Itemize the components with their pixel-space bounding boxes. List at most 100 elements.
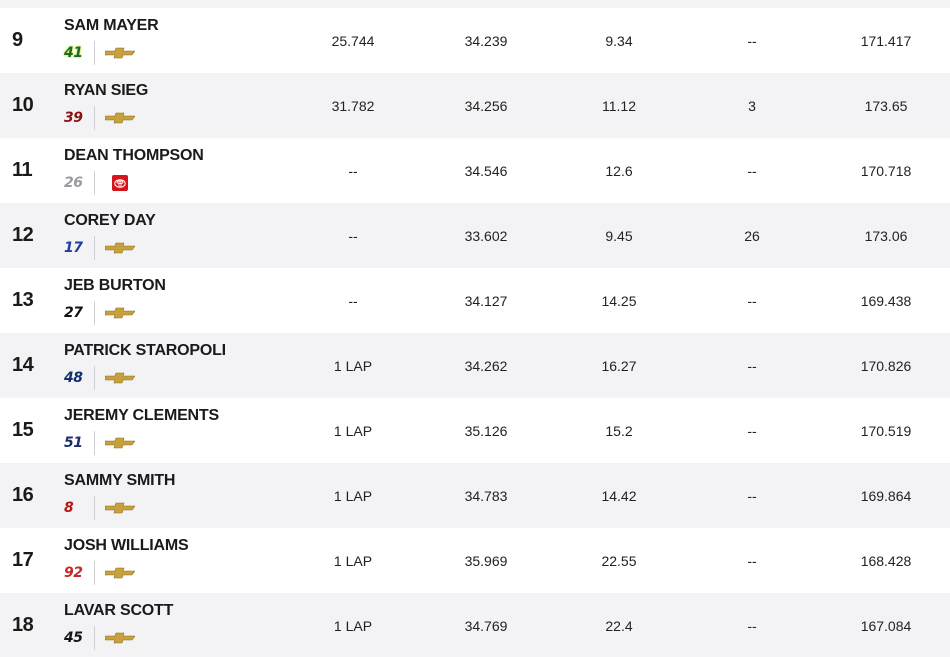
position-number: 15: [12, 419, 34, 441]
driver-badges: 51: [64, 431, 219, 455]
car-number-icon: 48: [64, 370, 83, 386]
avg-speed-cell: 169.864: [860, 487, 912, 504]
last-lap-cell: 34.256: [464, 97, 508, 114]
driver-cell: PATRICK STAROPOLI 48: [64, 341, 226, 390]
position-number: 16: [12, 484, 34, 506]
last-lap-cell: 33.602: [464, 227, 508, 244]
driver-cell: DEAN THOMPSON 26: [64, 146, 204, 195]
driver-cell: SAM MAYER 41: [64, 16, 159, 65]
position-number: 17: [12, 549, 34, 571]
driver-name[interactable]: DEAN THOMPSON: [64, 147, 204, 164]
car-number-icon: 51: [64, 435, 83, 451]
gap-cell: 1 LAP: [333, 552, 373, 569]
avg-speed-cell: 173.06: [864, 227, 908, 244]
badge-divider: [94, 626, 95, 650]
laps-led-cell: --: [747, 32, 757, 49]
manufacturer-icon: [105, 46, 135, 60]
results-rows: 9 SAM MAYER 41 25.744 34.239 9.34 -- 171.417 10 R…: [0, 8, 950, 657]
driver-badges: 17: [64, 236, 156, 260]
chevrolet-bowtie-icon: [105, 437, 135, 449]
driver-name[interactable]: SAMMY SMITH: [64, 472, 176, 489]
car-number-icon: 26: [64, 175, 83, 191]
avg-speed-cell: 171.417: [860, 32, 912, 49]
driver-name[interactable]: JEREMY CLEMENTS: [64, 407, 219, 424]
gap-cell: 1 LAP: [333, 422, 373, 439]
driver-cell: LAVAR SCOTT 45: [64, 601, 173, 650]
chevrolet-bowtie-icon: [105, 307, 135, 319]
driver-badges: 39: [64, 106, 148, 130]
driver-name[interactable]: RYAN SIEG: [64, 82, 149, 99]
table-row[interactable]: 11 DEAN THOMPSON 26 -- 34.546 12.6 -- 170.718: [0, 138, 950, 203]
driver-cell: JOSH WILLIAMS 92: [64, 536, 189, 585]
gap-cell: 31.782: [331, 97, 375, 114]
avg-speed-cell: 170.519: [860, 422, 912, 439]
position-number: 13: [12, 289, 34, 311]
gap-cell: --: [348, 227, 358, 244]
gap-cell: 25.744: [331, 32, 375, 49]
position-number: 14: [12, 354, 34, 376]
driver-cell: COREY DAY 17: [64, 211, 156, 260]
driver-name[interactable]: JEB BURTON: [64, 277, 166, 294]
badge-divider: [94, 561, 95, 585]
position-number: 12: [12, 224, 34, 246]
driver-name[interactable]: JOSH WILLIAMS: [64, 537, 189, 554]
chevrolet-bowtie-icon: [105, 372, 135, 384]
car-number-icon: 8: [64, 500, 74, 516]
last-lap-cell: 34.769: [464, 617, 508, 634]
table-top-strip: [0, 0, 950, 8]
laps-led-cell: --: [747, 162, 757, 179]
driver-badges: 48: [64, 366, 226, 390]
position-number: 9: [12, 29, 23, 51]
table-row[interactable]: 9 SAM MAYER 41 25.744 34.239 9.34 -- 171.417: [0, 8, 950, 73]
badge-divider: [94, 366, 95, 390]
table-row[interactable]: 14 PATRICK STAROPOLI 48 1 LAP 34.262 16.27 -- 1…: [0, 333, 950, 398]
manufacturer-icon: [105, 241, 135, 255]
driver-badges: 26: [64, 171, 204, 195]
badge-divider: [94, 431, 95, 455]
chevrolet-bowtie-icon: [105, 567, 135, 579]
table-row[interactable]: 18 LAVAR SCOTT 45 1 LAP 34.769 22.4 -- 167.084: [0, 593, 950, 657]
manufacturer-icon: [105, 175, 135, 191]
manufacturer-icon: [105, 111, 135, 125]
avg-position-cell: 12.6: [605, 162, 633, 179]
avg-position-cell: 16.27: [601, 357, 637, 374]
driver-name[interactable]: PATRICK STAROPOLI: [64, 342, 226, 359]
table-row[interactable]: 17 JOSH WILLIAMS 92 1 LAP 35.969 22.55 -- 168.4…: [0, 528, 950, 593]
laps-led-cell: --: [747, 487, 757, 504]
table-row[interactable]: 12 COREY DAY 17 -- 33.602 9.45 26 173.06: [0, 203, 950, 268]
laps-led-cell: 3: [748, 97, 756, 114]
driver-cell: SAMMY SMITH 8: [64, 471, 175, 520]
driver-badges: 45: [64, 626, 173, 650]
manufacturer-icon: [105, 371, 135, 385]
laps-led-cell: --: [747, 357, 757, 374]
table-row[interactable]: 15 JEREMY CLEMENTS 51 1 LAP 35.126 15.2 -- 170.…: [0, 398, 950, 463]
driver-name[interactable]: SAM MAYER: [64, 17, 159, 34]
avg-position-cell: 15.2: [605, 422, 633, 439]
avg-position-cell: 22.55: [601, 552, 637, 569]
manufacturer-icon: [105, 501, 135, 515]
last-lap-cell: 34.127: [464, 292, 508, 309]
table-row[interactable]: 13 JEB BURTON 27 -- 34.127 14.25 -- 169.438: [0, 268, 950, 333]
avg-position-cell: 9.45: [605, 227, 633, 244]
manufacturer-icon: [105, 631, 135, 645]
position-number: 10: [12, 94, 34, 116]
gap-cell: --: [348, 292, 358, 309]
chevrolet-bowtie-icon: [105, 502, 135, 514]
table-row[interactable]: 16 SAMMY SMITH 8 1 LAP 34.783 14.42 -- 169.864: [0, 463, 950, 528]
badge-divider: [94, 236, 95, 260]
avg-speed-cell: 167.084: [860, 617, 912, 634]
gap-cell: 1 LAP: [333, 487, 373, 504]
chevrolet-bowtie-icon: [105, 632, 135, 644]
table-row[interactable]: 10 RYAN SIEG 39 31.782 34.256 11.12 3 173.65: [0, 73, 950, 138]
laps-led-cell: --: [747, 422, 757, 439]
driver-name[interactable]: COREY DAY: [64, 212, 156, 229]
position-number: 11: [12, 159, 33, 181]
badge-divider: [94, 106, 95, 130]
driver-badges: 41: [64, 41, 159, 65]
laps-led-cell: --: [747, 617, 757, 634]
laps-led-cell: 26: [744, 227, 760, 244]
chevrolet-bowtie-icon: [105, 242, 135, 254]
avg-speed-cell: 169.438: [860, 292, 912, 309]
driver-name[interactable]: LAVAR SCOTT: [64, 602, 174, 619]
